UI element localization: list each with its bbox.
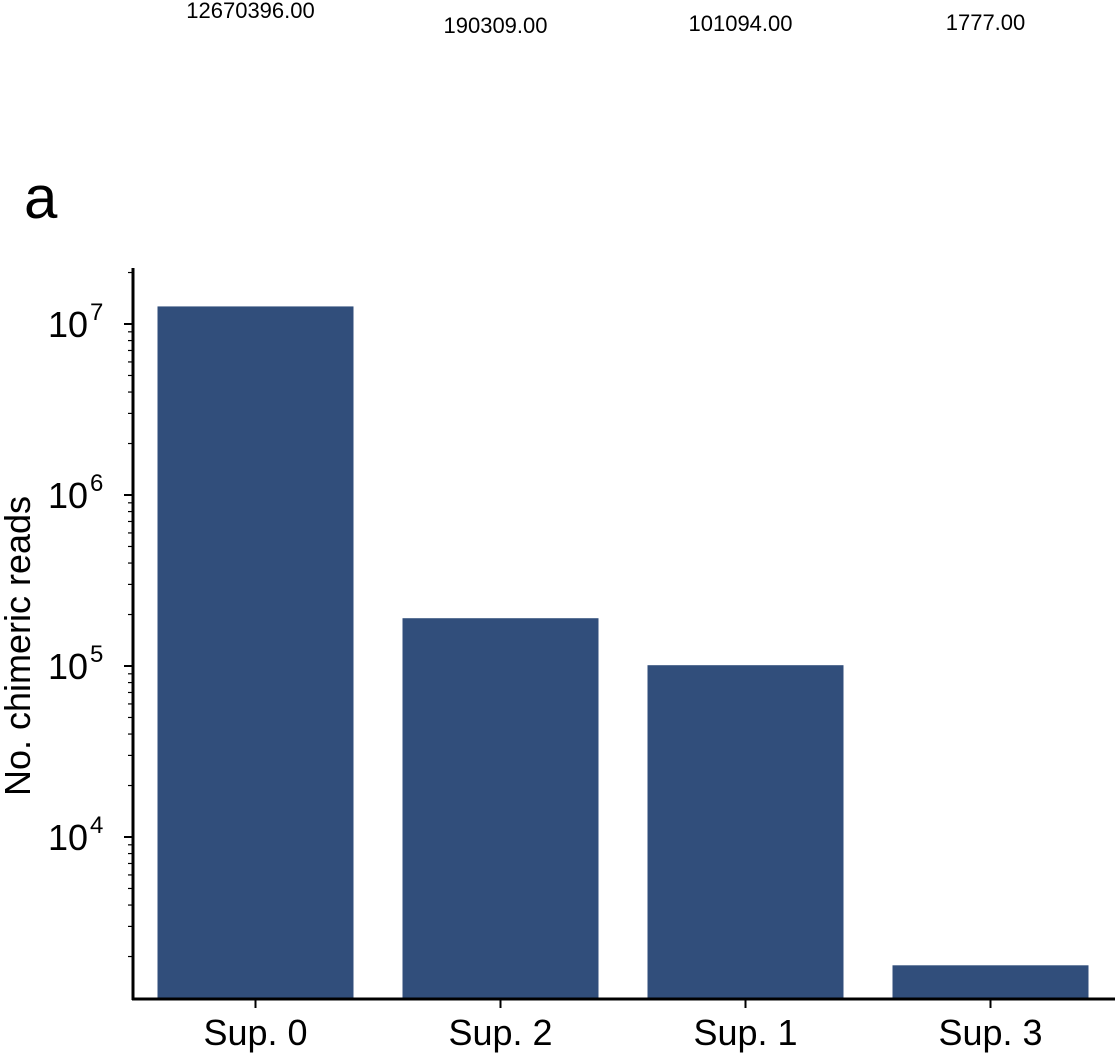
- y-tick-label: 105: [48, 641, 103, 687]
- y-tick-labels: 104 105 106 107: [48, 299, 103, 858]
- x-tick-label: Sup. 0: [203, 1012, 307, 1053]
- y-tick-label: 106: [48, 470, 103, 516]
- x-tick-label: Sup. 3: [938, 1012, 1042, 1053]
- data-labels: 12670396.00 190309.00 101094.00 1777.00: [186, 0, 1025, 38]
- x-tick-label: Sup. 2: [448, 1012, 552, 1053]
- data-label: 101094.00: [689, 11, 793, 36]
- x-tick-label: Sup. 1: [693, 1012, 797, 1053]
- y-tick-label: 107: [48, 299, 103, 345]
- panel-label: a: [24, 164, 58, 231]
- x-tick-labels: Sup. 0 Sup. 2 Sup. 1 Sup. 3: [203, 1012, 1042, 1053]
- data-label: 190309.00: [444, 13, 548, 38]
- bar-sup-0: [157, 306, 354, 1000]
- bar-sup-1: [647, 665, 844, 999]
- data-label: 1777.00: [946, 10, 1026, 35]
- y-tick-label: 104: [48, 812, 103, 858]
- bar-sup-3: [892, 965, 1089, 999]
- data-label: 12670396.00: [186, 0, 314, 23]
- bar-sup-2: [402, 618, 599, 999]
- y-axis-title: No. chimeric reads: [0, 496, 38, 796]
- bars: [157, 306, 1089, 1000]
